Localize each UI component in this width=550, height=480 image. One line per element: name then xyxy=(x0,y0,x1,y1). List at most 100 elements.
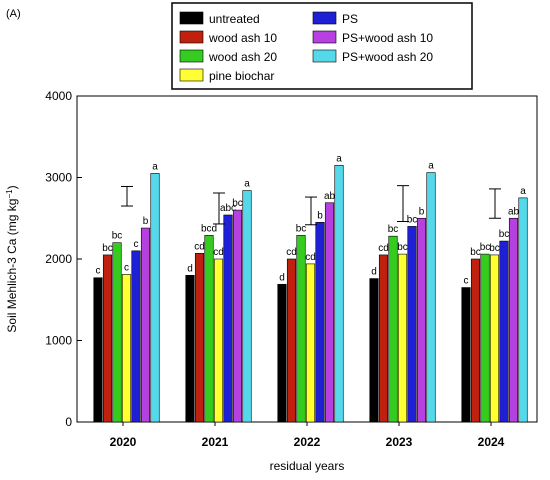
bar-pine-biochar-2021 xyxy=(213,258,224,423)
bar-pine-biochar-2020 xyxy=(121,274,132,423)
significance-letter: bc xyxy=(480,242,491,253)
bar-wood-ash-10-2024 xyxy=(470,258,481,423)
legend-swatch-wood-ash-10 xyxy=(179,30,204,44)
bar-untreated-2024 xyxy=(461,287,471,423)
significance-letter: ab xyxy=(508,206,520,217)
significance-letter: bc xyxy=(232,198,243,209)
x-tick-label: 2023 xyxy=(386,435,413,449)
significance-letter: a xyxy=(520,186,526,197)
y-tick-label: 1000 xyxy=(45,334,72,348)
legend: untreated wood ash 10 wood ash 20 pine bioc… xyxy=(171,2,473,90)
bar-untreated-2021 xyxy=(185,274,195,423)
bar-ps-wood-ash-20-2021 xyxy=(242,190,252,423)
significance-letter: bc xyxy=(407,214,418,225)
bar-ps-wood-ash-20-2020 xyxy=(150,173,160,423)
significance-letter: bc xyxy=(296,223,307,234)
significance-letter: a xyxy=(428,161,434,172)
y-axis-label-main: Soil Mehlich-3 Ca (mg kg xyxy=(5,199,19,333)
legend-swatch-untreated xyxy=(179,11,204,25)
legend-swatch-ps-wood-ash-10 xyxy=(312,30,337,44)
legend-label-pine-biochar: pine biochar xyxy=(209,69,274,83)
significance-letter: c xyxy=(134,239,139,250)
y-axis-label: Soil Mehlich-3 Ca (mg kg−1) xyxy=(5,185,20,332)
bar-pine-biochar-2024 xyxy=(489,254,500,423)
bar-pine-biochar-2022 xyxy=(305,263,316,423)
bar-wood-ash-20-2023 xyxy=(388,235,398,423)
bar-pine-biochar-2023 xyxy=(397,253,408,423)
bar-wood-ash-20-2020 xyxy=(112,242,122,423)
significance-letter: bcd xyxy=(201,223,217,234)
y-tick-label: 3000 xyxy=(45,171,72,185)
legend-label-ps-wood-ash-10: PS+wood ash 10 xyxy=(342,31,433,45)
bar-ps-2021 xyxy=(223,214,233,423)
bar-untreated-2023 xyxy=(369,278,379,423)
bar-wood-ash-10-2021 xyxy=(194,252,205,423)
bar-ps-wood-ash-20-2024 xyxy=(518,197,528,423)
significance-letter: c xyxy=(124,262,129,273)
bar-ps-2023 xyxy=(407,226,417,423)
x-tick-label: 2020 xyxy=(110,435,137,449)
bar-ps-wood-ash-10-2021 xyxy=(232,209,243,423)
legend-label-untreated: untreated xyxy=(209,12,260,26)
bar-wood-ash-10-2022 xyxy=(286,258,297,423)
x-axis-label: residual years xyxy=(270,459,345,473)
significance-letter: a xyxy=(244,179,250,190)
significance-letter: a xyxy=(152,161,158,172)
bar-ps-2024 xyxy=(499,240,509,423)
significance-letter: ab xyxy=(324,191,336,202)
significance-letter: a xyxy=(336,153,342,164)
significance-letter: bc xyxy=(489,243,500,254)
bar-wood-ash-10-2023 xyxy=(378,254,389,423)
legend-swatch-wood-ash-20 xyxy=(179,49,204,63)
significance-letter: cd xyxy=(194,241,205,252)
significance-letter: abc xyxy=(220,203,236,214)
significance-letter: b xyxy=(317,210,323,221)
significance-letter: bc xyxy=(112,231,123,242)
legend-swatch-ps xyxy=(312,11,337,25)
plot-area: 01000200030004000cbcbcccba2020dcdbcdcdab… xyxy=(45,89,538,449)
x-tick-label: 2024 xyxy=(478,435,505,449)
bar-ps-wood-ash-10-2023 xyxy=(416,217,427,423)
legend-label-ps-wood-ash-20: PS+wood ash 20 xyxy=(342,50,433,64)
y-tick-label: 0 xyxy=(65,415,72,429)
bar-ps-2020 xyxy=(131,250,141,423)
bar-untreated-2022 xyxy=(277,283,287,423)
significance-letter: cd xyxy=(213,247,224,258)
significance-letter: d xyxy=(279,272,285,283)
x-tick-label: 2022 xyxy=(294,435,321,449)
bar-ps-2022 xyxy=(315,222,325,423)
significance-letter: d xyxy=(371,267,377,278)
significance-letter: d xyxy=(187,263,193,274)
bar-ps-wood-ash-20-2023 xyxy=(426,172,436,423)
y-tick-label: 4000 xyxy=(45,89,72,103)
significance-letter: bc xyxy=(499,229,510,240)
bar-ps-wood-ash-20-2022 xyxy=(334,164,344,423)
significance-letter: cd xyxy=(305,252,316,263)
y-axis-label-superscript: −1 xyxy=(5,189,14,199)
legend-label-ps: PS xyxy=(342,12,358,26)
bar-untreated-2020 xyxy=(93,277,103,423)
significance-letter: b xyxy=(419,206,425,217)
bar-ps-wood-ash-10-2024 xyxy=(508,217,519,423)
panel-label: (A) xyxy=(6,8,21,20)
significance-letter: cd xyxy=(378,243,389,254)
bar-wood-ash-20-2024 xyxy=(480,253,490,423)
significance-letter: bc xyxy=(388,224,399,235)
legend-label-wood-ash-10: wood ash 10 xyxy=(208,31,277,45)
significance-letter: c xyxy=(96,266,101,277)
legend-swatch-ps-wood-ash-20 xyxy=(312,49,337,63)
bar-ps-wood-ash-10-2020 xyxy=(140,227,151,423)
significance-letter: bc xyxy=(397,242,408,253)
significance-letter: cd xyxy=(286,247,297,258)
significance-letter: b xyxy=(143,216,149,227)
bar-wood-ash-20-2022 xyxy=(296,235,306,423)
significance-letter: bc xyxy=(470,247,481,258)
significance-letter: c xyxy=(464,276,469,287)
bar-wood-ash-20-2021 xyxy=(204,235,214,423)
y-axis-label-close: ) xyxy=(5,185,19,189)
legend-label-wood-ash-20: wood ash 20 xyxy=(208,50,277,64)
bar-wood-ash-10-2020 xyxy=(102,254,113,423)
legend-swatch-pine-biochar xyxy=(179,68,204,82)
bar-ps-wood-ash-10-2022 xyxy=(324,202,335,423)
